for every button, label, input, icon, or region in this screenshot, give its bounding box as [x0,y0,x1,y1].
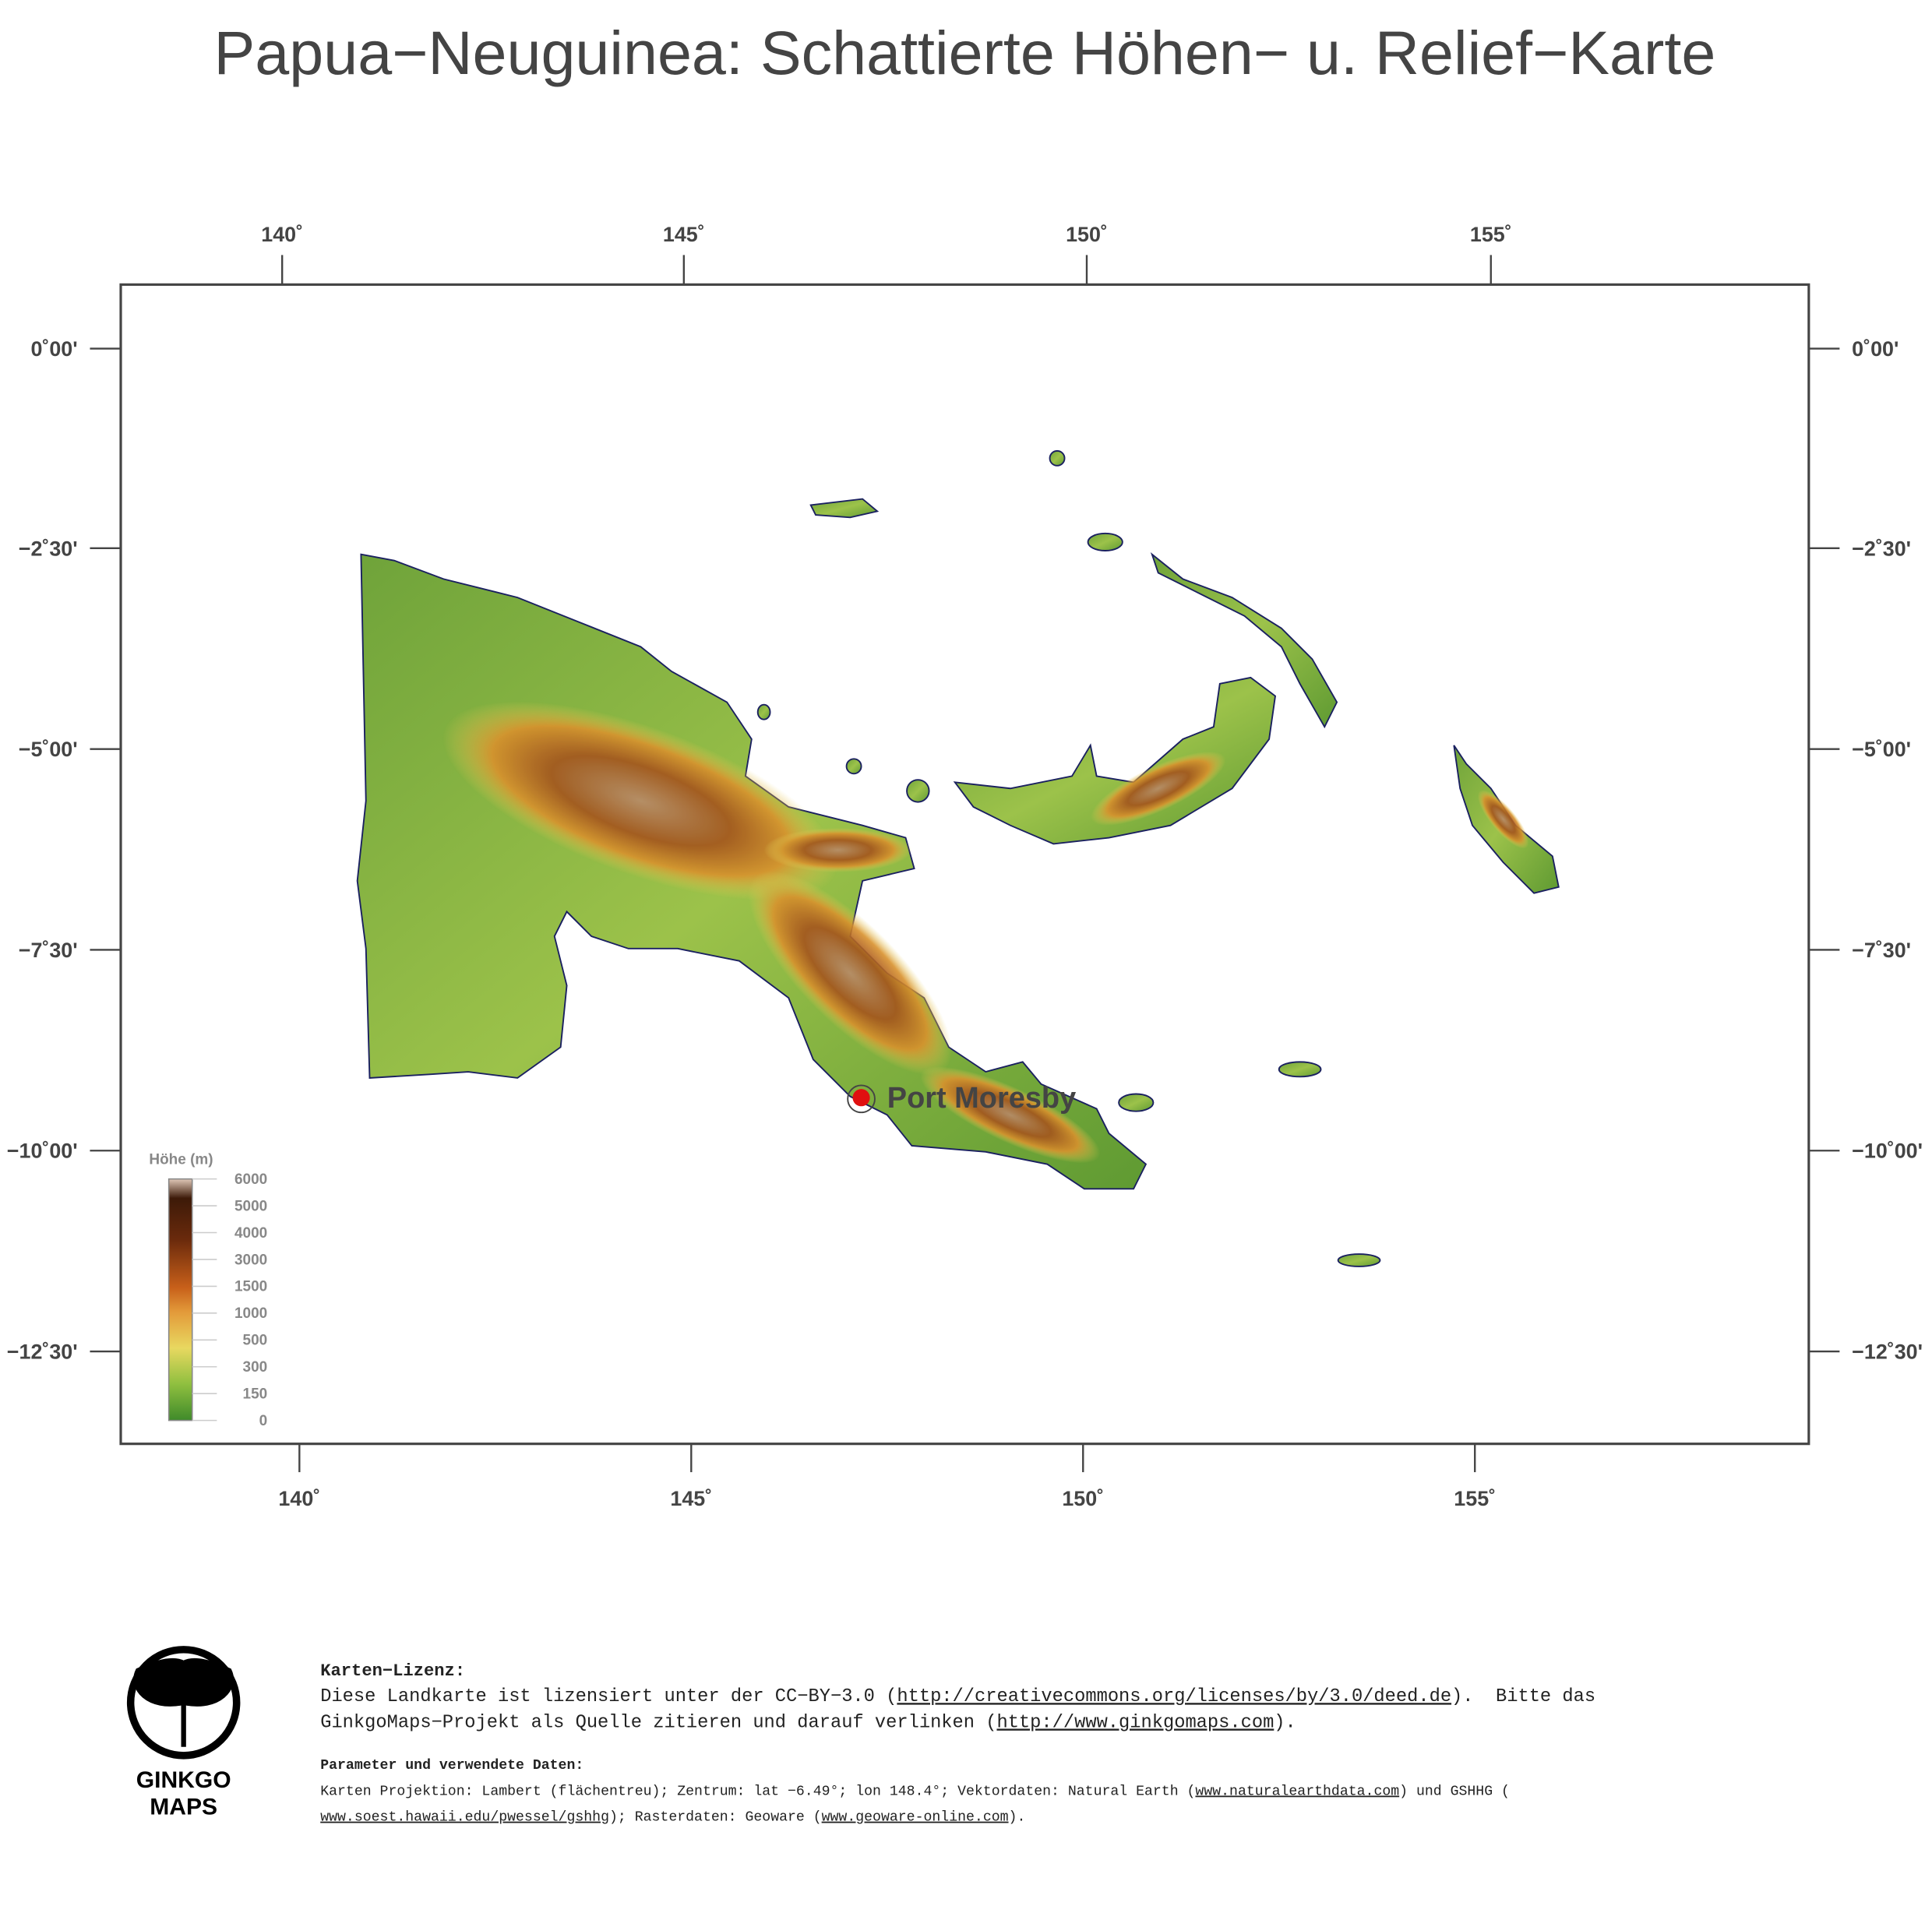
legend-label: 1500 [234,1279,267,1295]
text: ); Rasterdaten: Geoware ( [609,1810,822,1826]
lon-label: 140˚ [278,1487,320,1510]
axis-ticks [90,255,1840,1473]
legend-label: 6000 [234,1171,267,1188]
params-heading: Parameter und verwendete Daten: [320,1758,583,1774]
params-line: Karten Projektion: Lambert (flächentreu)… [320,1784,1510,1799]
lon-label: 145˚ [670,1487,712,1510]
legend-label: 5000 [234,1198,267,1214]
text: ). [1274,1712,1296,1733]
logo-text: GINKGO [136,1767,231,1793]
license-line: Diese Landkarte ist lizensiert unter der… [320,1686,1595,1707]
footer: Karten−Lizenz: Diese Landkarte ist lizen… [320,1661,1595,1826]
legend: Höhe (m) 6000500040003000150010005003001… [149,1152,267,1429]
link[interactable]: http://www.ginkgomaps.com [996,1712,1274,1733]
text: ) und GSHHG ( [1399,1784,1510,1799]
lon-label: 155˚ [1470,223,1512,246]
lat-label: −5˚00' [19,738,78,761]
legend-title: Höhe (m) [149,1152,213,1168]
params-line: www.soest.hawaii.edu/pwessel/gshhg); Ras… [320,1810,1025,1826]
link[interactable]: www.geoware-online.com [822,1810,1009,1826]
lat-label: −5˚00' [1852,738,1911,761]
lat-label: −7˚30' [1852,939,1911,962]
text: GinkgoMaps−Projekt als Quelle zitieren u… [320,1712,996,1733]
legend-label: 4000 [234,1225,267,1242]
license-heading: Karten−Lizenz: [320,1661,465,1681]
lat-label: −12˚30' [7,1340,78,1364]
legend-label: 300 [243,1359,268,1376]
lon-label: 150˚ [1062,1487,1104,1510]
lat-label: −10˚00' [7,1140,78,1163]
logo-text: MAPS [150,1795,217,1820]
lat-label: −2˚30' [19,537,78,560]
city-label: Port Moresby [887,1082,1076,1115]
text: Karten Projektion: Lambert (flächentreu)… [320,1784,1195,1799]
city-marker: Port Moresby [847,1082,1076,1115]
legend-label: 150 [243,1386,268,1403]
logo: GINKGO MAPS [126,1646,241,1820]
lon-label: 150˚ [1066,223,1108,246]
map-land [356,449,1560,1267]
link[interactable]: http://creativecommons.org/licenses/by/3… [897,1686,1451,1707]
legend-label: 1000 [234,1305,267,1322]
title: Papua−Neuguinea: Schattierte Höhen− u. R… [214,18,1716,87]
lat-label: 0˚00' [1852,337,1899,361]
text: ). Bitte das [1451,1686,1595,1707]
legend-label: 3000 [234,1252,267,1268]
lon-label: 145˚ [663,223,705,246]
map-relief [442,700,1529,1164]
lat-label: 0˚00' [30,337,77,361]
lat-label: −10˚00' [1852,1140,1923,1163]
lat-label: −7˚30' [19,939,78,962]
legend-label: 500 [243,1333,268,1349]
license-line: GinkgoMaps−Projekt als Quelle zitieren u… [320,1712,1296,1733]
link[interactable]: www.soest.hawaii.edu/pwessel/gshhg [320,1810,609,1826]
lon-label: 155˚ [1454,1487,1496,1510]
text: Diese Landkarte ist lizensiert unter der… [320,1686,897,1707]
legend-bar [167,1178,193,1421]
lat-label: −2˚30' [1852,537,1911,560]
text: ). [1009,1810,1026,1826]
map-frame [119,283,1810,1446]
link[interactable]: www.naturalearthdata.com [1195,1784,1399,1799]
lon-label: 140˚ [261,223,303,246]
legend-label: 0 [259,1413,268,1429]
lat-label: −12˚30' [1852,1340,1923,1364]
